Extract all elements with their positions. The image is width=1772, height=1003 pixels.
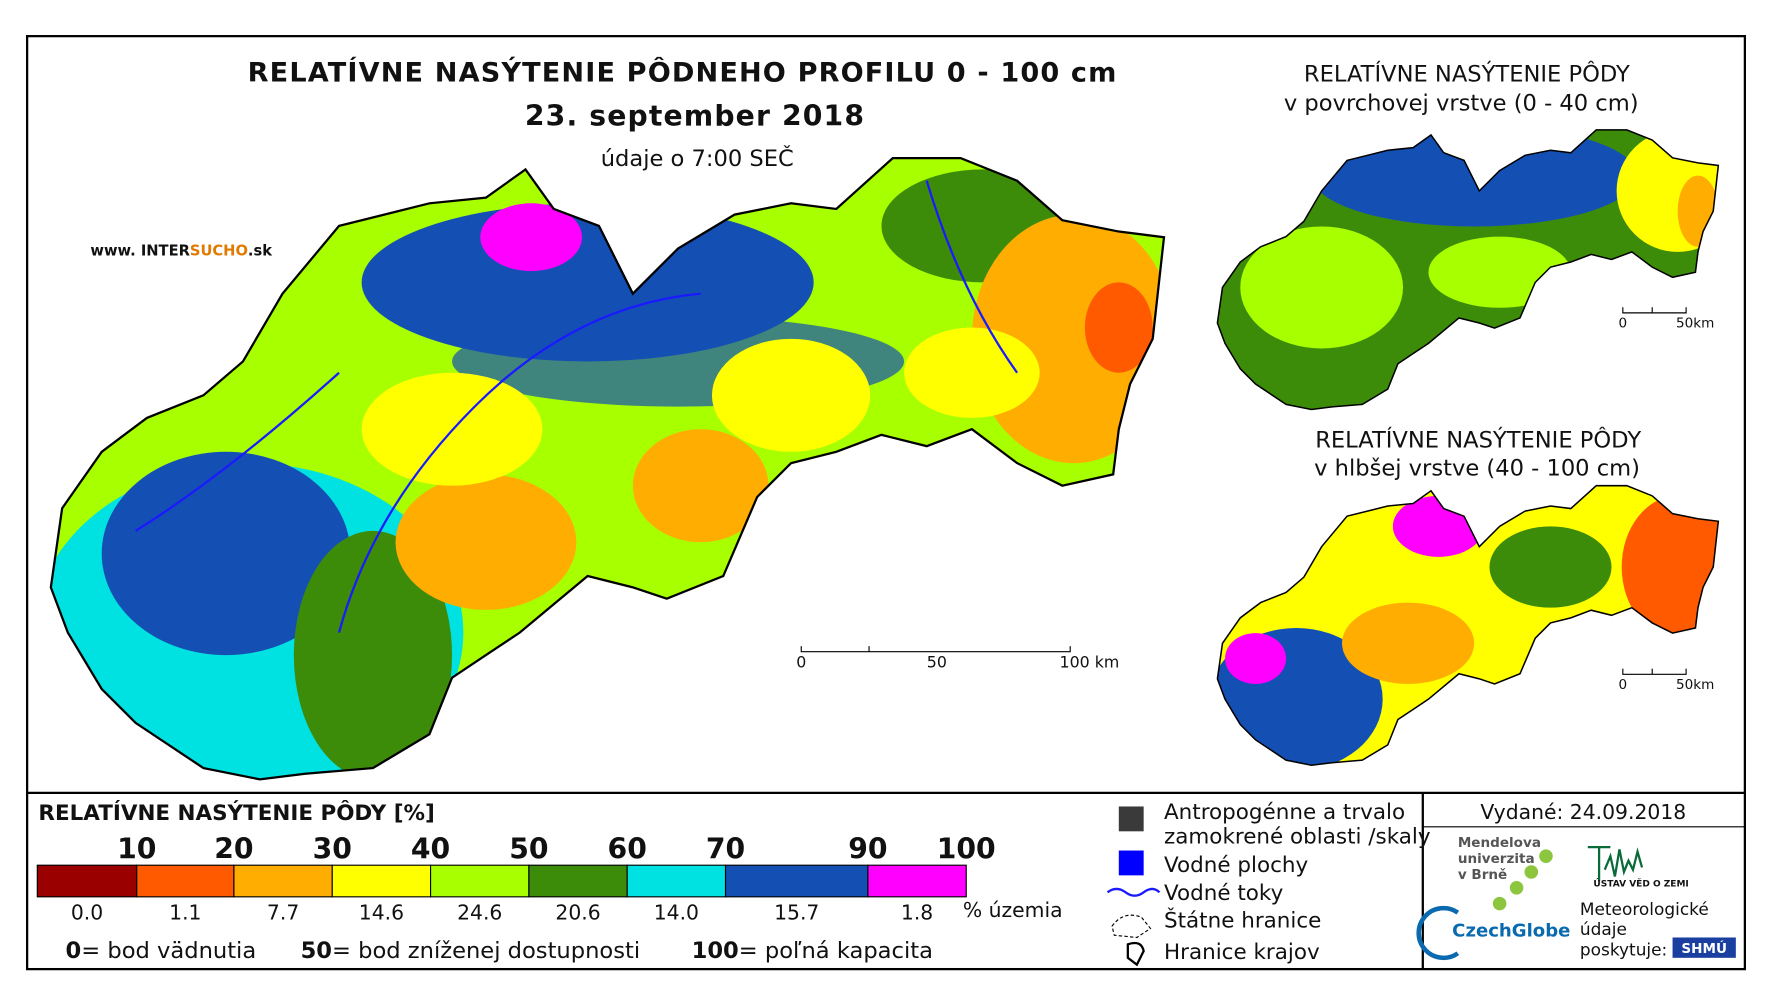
legend-swatch: [331, 864, 432, 898]
logo-text: poskytuje:: [1580, 940, 1667, 960]
scale-label: 50km: [1676, 316, 1714, 332]
legend-bound: 100: [937, 832, 996, 865]
legend-swatch: [867, 864, 967, 898]
legend-share: 1.1: [169, 900, 201, 924]
legend-bound: 30: [313, 832, 352, 865]
legend-bound: 90: [848, 832, 887, 865]
legend-share: 1.8: [901, 900, 933, 924]
legend-bound: 40: [411, 832, 450, 865]
time-note: údaje o 7:00 SEČ: [601, 144, 794, 172]
legend-share: 14.0: [654, 900, 699, 924]
scale-label: 50km: [1676, 677, 1714, 693]
inset-subtitle: v hlbšej vrstve (40 - 100 cm): [1314, 456, 1640, 482]
legend-share: 0.0: [71, 900, 103, 924]
issued: Vydané: 24.09.2018: [1480, 800, 1686, 824]
legend-swatch: [136, 864, 235, 898]
legend-swatch: [233, 864, 333, 898]
scale-label: 0: [1619, 677, 1628, 693]
legend-title: RELATÍVNE NASÝTENIE PÔDY [%]: [38, 800, 434, 826]
legend-note: 50= bod zníženej dostupnosti: [301, 938, 641, 964]
legend-swatch: [430, 864, 530, 898]
main-title: RELATÍVNE NASÝTENIE PÔDNEHO PROFILU 0 - …: [248, 56, 1118, 88]
symbol-label: zamokrené oblasti /skaly: [1164, 825, 1431, 850]
legend-share: 20.6: [555, 900, 600, 924]
legend-swatch: [626, 864, 727, 898]
legend-share: 7.7: [267, 900, 299, 924]
inset-title: RELATÍVNE NASÝTENIE PÔDY: [1315, 425, 1641, 453]
legend-swatch: [724, 864, 869, 898]
note-text: = bod zníženej dostupnosti: [332, 938, 640, 964]
logo-text: SHMÚ: [1681, 939, 1727, 957]
legend-share: 14.6: [359, 900, 404, 924]
logo-text: Mendelova: [1458, 835, 1541, 851]
legend-bound: 20: [214, 832, 253, 865]
legend-swatch: [36, 864, 138, 898]
logo-text: údaje: [1580, 919, 1627, 939]
logo-text: univerzita: [1458, 851, 1535, 867]
legend-swatch: [528, 864, 628, 898]
logo-text: Meteorologické: [1580, 899, 1709, 919]
legend-share: 15.7: [774, 900, 819, 924]
symbol-label: Vodné plochy: [1164, 853, 1309, 878]
scale-label: 0: [1619, 316, 1628, 332]
inset-subtitle: v povrchovej vrstve (0 - 40 cm): [1284, 91, 1639, 117]
scale-label: 50: [927, 653, 947, 672]
note-key: 50: [301, 938, 332, 964]
legend-note: 0= bod vädnutia: [66, 938, 257, 964]
symbol-label: Hranice krajov: [1164, 940, 1320, 965]
symbol-label: Štátne hranice: [1164, 907, 1321, 933]
note-key: 0: [66, 938, 82, 964]
scale-label: 100 km: [1060, 653, 1120, 672]
share-unit: % územia: [963, 898, 1063, 922]
legend-bound: 70: [706, 832, 745, 865]
symbol-label: Antropogénne a trvalo: [1164, 800, 1405, 825]
logo-text: v Brně: [1458, 867, 1507, 883]
note-key: 100: [692, 938, 739, 964]
logo-text: ÚSTAV VĚD O ZEMI: [1593, 878, 1688, 890]
note-text: = poľná kapacita: [739, 938, 933, 964]
legend-note: 100= poľná kapacita: [692, 938, 933, 964]
legend-bound: 60: [608, 832, 647, 865]
note-text: = bod vädnutia: [81, 938, 256, 964]
inset-title: RELATÍVNE NASÝTENIE PÔDY: [1304, 59, 1630, 87]
legend-bound: 10: [117, 832, 156, 865]
logo-text: CzechGlobe: [1452, 920, 1570, 941]
date: 23. september 2018: [525, 99, 865, 132]
legend-share: 24.6: [457, 900, 502, 924]
web: www. INTERSUCHO.sk: [90, 242, 273, 259]
symbol-label: Vodné toky: [1164, 881, 1284, 906]
legend-bound: 50: [509, 832, 548, 865]
scale-label: 0: [796, 653, 806, 672]
